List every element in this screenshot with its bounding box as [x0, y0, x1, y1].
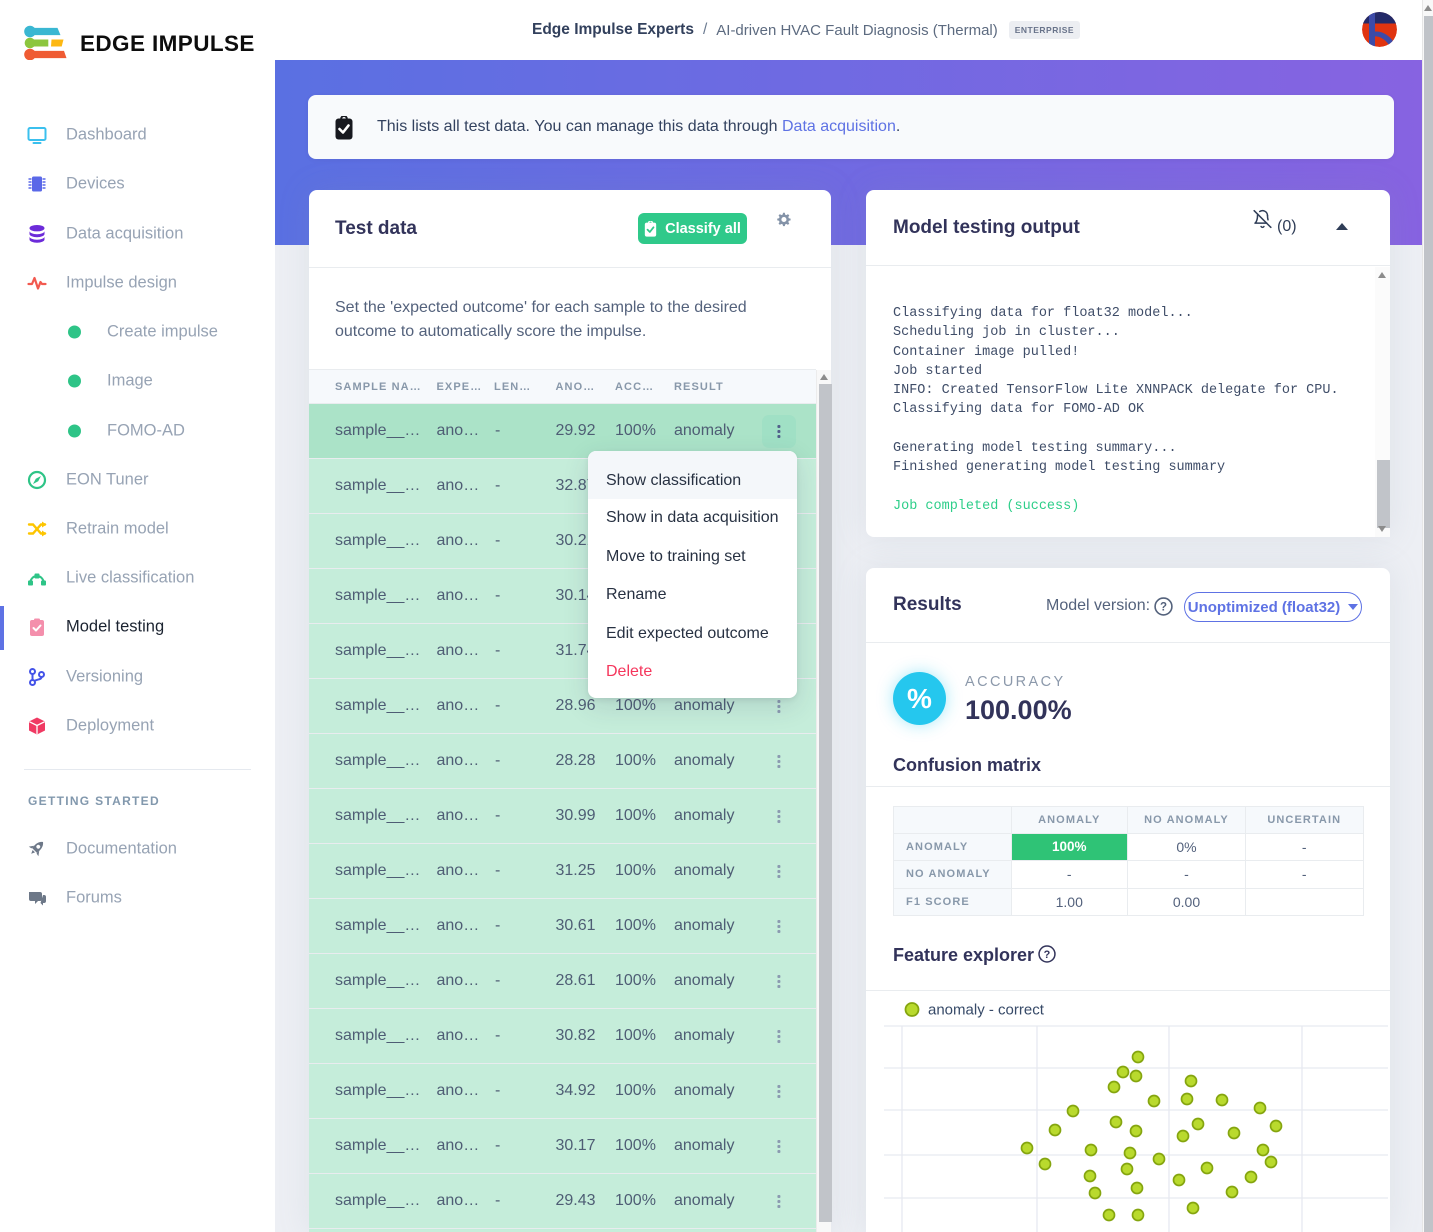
- svg-text:?: ?: [1160, 602, 1167, 614]
- svg-text:anomaly - correct: anomaly - correct: [928, 1002, 1045, 1019]
- svg-text:?: ?: [1044, 949, 1051, 961]
